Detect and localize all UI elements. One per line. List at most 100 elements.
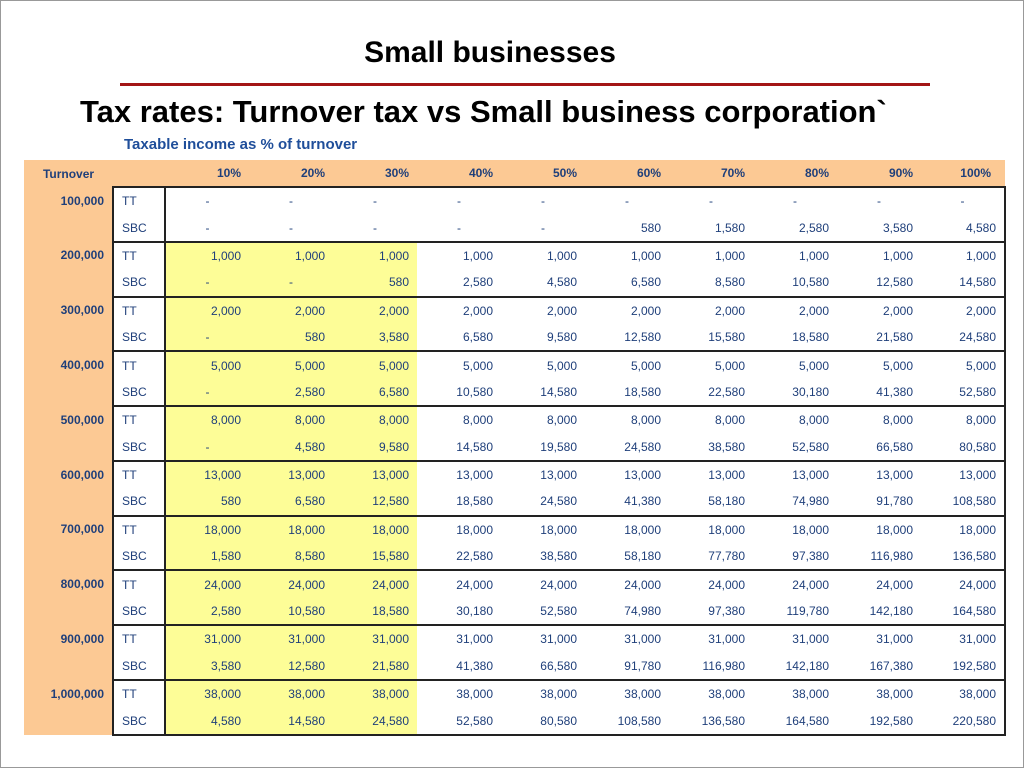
sbc-label: SBC (112, 597, 166, 626)
value-cell: 2,580 (462, 275, 493, 290)
column-header: 30% (333, 160, 417, 187)
value-cell: 31,000 (837, 624, 921, 653)
value-cell: 8,000 (585, 405, 669, 434)
table-row-sbc: SBC -4,580 9,580 14,580 19,580 24,580 38,580 52… (24, 433, 1006, 461)
value-cell: 15,580 (333, 543, 417, 571)
table-row-tt: 400,000 TT 5,000 5,000 5,000 5,000 5,000 5,000 5… (24, 350, 1006, 379)
table-row-tt: 100,000 TT - - - - - - - - - - (24, 185, 1006, 215)
turnover-cell: 200,000 (24, 241, 113, 270)
value-cell: 5,000 (417, 350, 501, 379)
turnover-cell (24, 433, 113, 461)
value-cell: 13,000 (501, 459, 585, 489)
value-cell: 192,580 (921, 652, 1006, 681)
sbc-label: SBC (112, 323, 166, 352)
value-cell: 13,000 (249, 459, 333, 489)
value-cell: 31,000 (333, 624, 417, 653)
value-cell: 38,000 (753, 679, 837, 708)
value-cell: 22,580 (456, 549, 493, 564)
value-cell: 52,580 (540, 604, 577, 619)
value-cell: 2,000 (165, 295, 249, 324)
value-cell: 2,000 (753, 295, 837, 324)
value-cell: 1,000 (249, 240, 333, 270)
sbc-label: SBC (112, 214, 166, 242)
value-cell: 31,000 (501, 624, 585, 653)
value-cell: 580 (249, 323, 333, 352)
value-cell: - (165, 323, 249, 352)
value-cell: 2,580 (798, 220, 829, 235)
value-cell: 8,000 (501, 405, 585, 434)
value-cell: 1,000 (501, 240, 585, 270)
sbc-label: SBC (112, 378, 166, 407)
value-cell: 24,000 (837, 569, 921, 598)
value-cell: 13,000 (837, 459, 921, 489)
value-cell: 10,580 (456, 384, 493, 399)
value-cell: 24,000 (669, 569, 753, 598)
value-cell: - (165, 185, 249, 215)
value-cell: 108,580 (585, 707, 669, 736)
value-cell: 24,000 (921, 569, 1006, 598)
column-header: 10% (165, 160, 249, 187)
value-cell: 97,380 (792, 549, 829, 564)
value-cell: - (205, 220, 210, 235)
value-cell: 97,380 (708, 604, 745, 619)
value-cell: 4,580 (165, 707, 249, 736)
table-row-tt: 800,000 TT 24,000 24,000 24,000 24,000 24,000 2… (24, 569, 1006, 598)
value-cell: - (165, 269, 249, 297)
value-cell: 4,580 (249, 433, 333, 461)
sbc-label: SBC (112, 433, 166, 461)
tt-label: TT (112, 569, 166, 598)
value-cell: 1,000 (417, 240, 501, 270)
value-cell: 12,580 (249, 652, 333, 681)
value-cell: 74,980 (792, 494, 829, 509)
value-cell: 136,580 (669, 707, 753, 736)
value-cell: 18,000 (501, 514, 585, 544)
value-cell: 5,000 (921, 350, 1006, 379)
value-cell: 2,000 (417, 295, 501, 324)
value-cell: - (669, 185, 753, 215)
column-header: 70% (669, 160, 753, 187)
value-cell: 8,000 (669, 405, 753, 434)
value-cell: 1,000 (165, 240, 249, 270)
value-cell: 24,000 (165, 569, 249, 598)
column-header: 80% (753, 160, 837, 187)
turnover-cell: 1,000,000 (24, 680, 113, 708)
value-cell: 108,580 (921, 488, 1006, 516)
table-row-tt: 900,000 TT 31,000 31,000 31,000 31,000 31,000 3… (24, 624, 1006, 653)
value-cell: 580 (165, 488, 249, 516)
value-cell: 5,000 (837, 350, 921, 379)
value-cell: 14,580 (249, 707, 333, 736)
value-cell: 31,000 (417, 624, 501, 653)
value-cell: 8,000 (753, 405, 837, 434)
column-header: 20% (249, 160, 333, 187)
value-cell: 22,580 (708, 384, 745, 399)
value-cell: 30,180 (456, 604, 493, 619)
value-cell: 13,000 (333, 459, 417, 489)
value-cell: 1,000 (585, 240, 669, 270)
value-cell: 18,000 (417, 514, 501, 544)
value-cell: 8,000 (837, 405, 921, 434)
value-cell: 1,000 (753, 240, 837, 270)
value-cell: 136,580 (921, 543, 1006, 571)
table-row-sbc: SBC 1,580 8,580 15,580 22,580 38,580 58,180 77,… (24, 543, 1006, 571)
value-cell: 18,000 (837, 514, 921, 544)
value-cell: 192,580 (837, 707, 921, 736)
sbc-label: SBC (112, 269, 166, 297)
value-cell: 164,580 (921, 597, 1006, 626)
value-cell: 24,000 (501, 569, 585, 598)
value-cell: - (501, 185, 585, 215)
value-cell: 31,000 (585, 624, 669, 653)
value-cell: - (417, 185, 501, 215)
value-cell: 8,000 (333, 405, 417, 434)
value-cell: 5,000 (333, 350, 417, 379)
value-cell: 24,580 (333, 707, 417, 736)
turnover-cell (24, 652, 113, 681)
value-cell: 14,580 (456, 439, 493, 454)
value-cell: 5,000 (753, 350, 837, 379)
value-cell: 2,580 (165, 597, 249, 626)
value-cell: - (921, 185, 1006, 215)
value-cell: 580 (333, 269, 417, 297)
value-cell: 38,000 (669, 679, 753, 708)
value-cell: 38,000 (585, 679, 669, 708)
value-cell: 6,580 (462, 330, 493, 345)
value-cell: - (289, 220, 293, 235)
